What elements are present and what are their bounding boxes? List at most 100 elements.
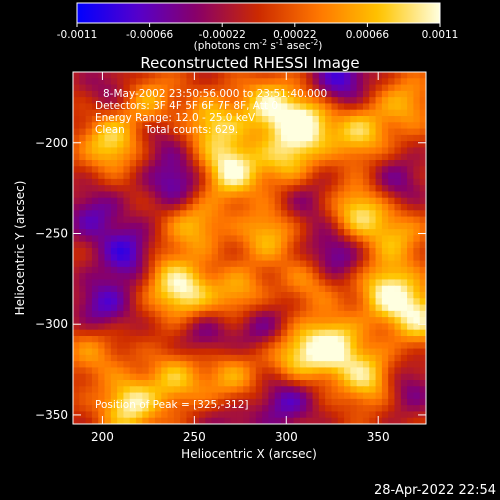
heatmap-cell <box>299 417 307 424</box>
heatmap-cell <box>375 367 383 375</box>
heatmap-cell <box>217 310 225 318</box>
heatmap-cell <box>243 185 251 193</box>
heatmap-cell <box>217 97 225 105</box>
heatmap-cell <box>281 72 288 79</box>
heatmap-cell <box>79 367 87 375</box>
heatmap-cell <box>369 398 377 406</box>
heatmap-cell <box>337 210 345 218</box>
heatmap-cell <box>199 116 206 123</box>
heatmap-cell <box>369 222 377 230</box>
heatmap-cell <box>217 329 225 337</box>
heatmap-cell <box>211 210 219 218</box>
heatmap-cell <box>388 134 396 142</box>
heatmap-cell <box>136 367 143 375</box>
heatmap-cell <box>299 153 307 161</box>
heatmap-cell <box>331 354 339 362</box>
heatmap-cell <box>413 386 421 394</box>
heatmap-cell <box>255 122 263 130</box>
heatmap-cell <box>375 210 383 218</box>
heatmap-cell <box>419 166 426 174</box>
heatmap-cell <box>192 266 200 274</box>
heatmap-cell <box>230 191 238 199</box>
heatmap-cell <box>211 248 219 255</box>
heatmap-cell <box>262 398 270 406</box>
heatmap-cell <box>205 310 213 318</box>
heatmap-cell <box>375 216 383 224</box>
heatmap-cell <box>173 254 181 262</box>
heatmap-cell <box>199 248 206 255</box>
heatmap-cell <box>419 417 426 424</box>
heatmap-cell <box>180 361 188 369</box>
heatmap-cell <box>161 386 169 394</box>
heatmap-cell <box>211 398 219 406</box>
heatmap-cell <box>167 304 175 312</box>
heatmap-cell <box>129 172 137 180</box>
heatmap-cell <box>362 122 370 130</box>
heatmap-cell <box>85 141 93 149</box>
heatmap-cell <box>136 172 143 180</box>
heatmap-cell <box>104 235 112 243</box>
heatmap-cell <box>243 417 251 424</box>
heatmap-cell <box>287 122 295 130</box>
heatmap-cell <box>419 178 426 186</box>
heatmap-cell <box>407 72 414 79</box>
heatmap-cell <box>161 260 169 268</box>
heatmap-cell <box>388 197 396 205</box>
heatmap-cell <box>123 342 131 350</box>
heatmap-cell <box>73 386 80 394</box>
heatmap-cell <box>230 266 238 274</box>
heatmap-cell <box>186 292 194 299</box>
heatmap-cell <box>110 78 118 86</box>
heatmap-cell <box>293 348 301 356</box>
heatmap-cell <box>325 373 333 381</box>
heatmap-cell <box>388 128 396 136</box>
heatmap-cell <box>249 222 257 230</box>
heatmap-cell <box>161 204 169 211</box>
heatmap-cell <box>123 235 131 243</box>
heatmap-cell <box>230 72 238 79</box>
heatmap-cell <box>79 380 87 387</box>
heatmap-cell <box>419 392 426 400</box>
heatmap-cell <box>192 147 200 155</box>
heatmap-cell <box>161 191 169 199</box>
heatmap-cell <box>192 204 200 211</box>
heatmap-cell <box>318 367 326 375</box>
heatmap-cell <box>224 229 232 237</box>
heatmap-cell <box>173 298 181 306</box>
heatmap-cell <box>419 361 426 369</box>
heatmap-cell <box>306 204 314 211</box>
heatmap-cell <box>337 417 345 424</box>
heatmap-cell <box>274 292 282 299</box>
heatmap-cell <box>186 248 194 255</box>
heatmap-cell <box>293 191 301 199</box>
heatmap-cell <box>161 373 169 381</box>
heatmap-cell <box>180 386 188 394</box>
heatmap-cell <box>85 97 93 105</box>
heatmap-cell <box>299 285 307 293</box>
heatmap-cell <box>73 78 80 86</box>
heatmap-cell <box>161 90 169 98</box>
heatmap-cell <box>381 317 389 325</box>
heatmap-cell <box>381 204 389 211</box>
heatmap-cell <box>117 178 125 186</box>
heatmap-cell <box>306 134 314 142</box>
heatmap-cell <box>79 317 87 325</box>
heatmap-cell <box>293 97 301 105</box>
heatmap-cell <box>318 90 326 98</box>
heatmap-cell <box>318 235 326 243</box>
heatmap-cell <box>224 197 232 205</box>
heatmap-cell <box>104 185 112 193</box>
heatmap-cell <box>186 304 194 312</box>
heatmap-cell <box>356 84 364 92</box>
heatmap-cell <box>375 128 383 136</box>
heatmap-cell <box>306 361 314 369</box>
heatmap-cell <box>161 160 169 167</box>
heatmap-cell <box>293 248 301 255</box>
heatmap-cell <box>161 254 169 262</box>
heatmap-cell <box>325 248 333 255</box>
heatmap-cell <box>356 134 364 142</box>
heatmap-cell <box>180 134 188 142</box>
heatmap-cell <box>274 185 282 193</box>
heatmap-cell <box>123 317 131 325</box>
heatmap-cell <box>419 141 426 149</box>
